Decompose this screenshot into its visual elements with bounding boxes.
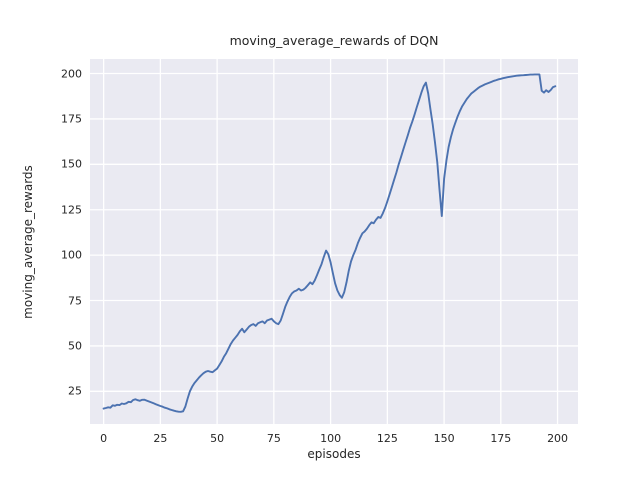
x-tick-label: 75 — [266, 432, 281, 445]
x-tick-label: 0 — [100, 432, 108, 445]
rewards-line — [102, 73, 557, 413]
x-axis-label: episodes — [307, 447, 361, 461]
gridlines — [90, 59, 578, 424]
y-tick-label: 100 — [61, 248, 82, 262]
y-tick-label: 125 — [61, 203, 82, 217]
y-axis-label: moving_average_rewards — [21, 165, 35, 319]
y-tick-label: 200 — [61, 67, 82, 81]
y-tick-label: 150 — [61, 157, 82, 171]
x-tick-label: 150 — [433, 432, 455, 445]
y-tick-label: 175 — [61, 112, 82, 126]
x-tick-label: 125 — [376, 432, 398, 445]
x-tick-label: 100 — [320, 432, 342, 445]
y-tick-label: 25 — [68, 384, 82, 398]
x-tick-label: 200 — [547, 432, 569, 445]
y-tick-label: 75 — [68, 294, 82, 308]
chart-title: moving_average_rewards of DQN — [229, 33, 439, 48]
y-tick-label: 50 — [68, 339, 82, 353]
x-tick-label: 175 — [490, 432, 512, 445]
x-tick-label: 50 — [210, 432, 225, 445]
x-tick-label: 25 — [153, 432, 168, 445]
plot-area — [90, 59, 578, 424]
